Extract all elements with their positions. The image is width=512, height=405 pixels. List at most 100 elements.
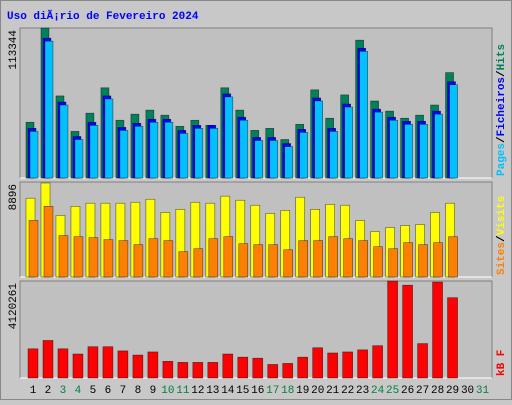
x-tick-label: 1 — [30, 385, 37, 397]
bar — [29, 131, 39, 179]
y-tick-label: 113344 — [8, 30, 20, 70]
x-tick-label: 9 — [150, 385, 157, 397]
bar — [192, 362, 204, 379]
bar — [417, 343, 428, 379]
bar — [89, 125, 99, 179]
bar — [119, 130, 129, 179]
chart-title: Uso diÃ¡rio de Fevereiro 2024 — [7, 9, 199, 23]
bar — [74, 139, 84, 179]
y-tick-label: 8896 — [8, 184, 20, 210]
bar — [163, 240, 174, 278]
x-tick-label: 24 — [371, 385, 385, 397]
bar — [299, 132, 309, 179]
x-tick-label: 20 — [311, 385, 324, 397]
bar — [282, 363, 294, 379]
bar — [43, 206, 54, 278]
bar — [237, 356, 249, 379]
bar — [387, 280, 398, 379]
x-tick-label: 14 — [221, 385, 235, 397]
bar — [254, 140, 264, 179]
bar — [27, 348, 39, 379]
bar — [433, 242, 443, 278]
bar — [118, 240, 129, 278]
bar — [42, 340, 54, 379]
bar — [297, 356, 309, 379]
x-tick-label: 6 — [105, 385, 112, 397]
bar — [117, 350, 129, 379]
bar — [148, 238, 159, 278]
bar — [402, 284, 413, 379]
bar — [388, 248, 398, 278]
bar — [58, 235, 69, 278]
bar — [404, 123, 413, 179]
legend-entry: Pages — [496, 143, 508, 176]
bar — [328, 236, 338, 278]
bar — [267, 364, 279, 379]
bar — [298, 240, 309, 278]
x-tick-label: 12 — [191, 385, 204, 397]
bar — [419, 123, 428, 179]
bar — [134, 126, 144, 179]
bar — [149, 121, 159, 179]
x-tick-label: 18 — [281, 385, 294, 397]
legend-entry: kB F — [496, 350, 508, 376]
legend: kB F — [496, 350, 508, 376]
bar — [253, 244, 264, 278]
legend-entry: Hits — [496, 44, 508, 70]
bar — [313, 240, 323, 278]
bar — [252, 357, 264, 379]
bar — [239, 119, 249, 179]
legend-separator: / — [496, 70, 508, 77]
bar — [104, 98, 114, 179]
x-tick-label: 23 — [356, 385, 369, 397]
bar — [359, 51, 368, 179]
bar — [389, 119, 398, 179]
x-tick-label: 28 — [431, 385, 444, 397]
bar — [103, 239, 114, 278]
bar — [72, 353, 84, 379]
x-tick-label: 27 — [416, 385, 429, 397]
legend-entry: Visits — [496, 196, 508, 236]
bar — [358, 240, 368, 278]
bar — [357, 349, 368, 379]
bar — [222, 353, 234, 379]
bar — [179, 133, 189, 179]
x-tick-label: 19 — [296, 385, 309, 397]
bar — [207, 362, 219, 379]
bar — [177, 362, 189, 379]
bar — [314, 100, 323, 179]
bar — [209, 128, 219, 179]
bar — [434, 113, 443, 179]
bar — [132, 354, 144, 379]
bar — [327, 352, 338, 379]
bar — [224, 96, 234, 179]
legend: Pages/Ficheiros/Hits — [496, 44, 508, 176]
legend: Sites/Visits — [496, 196, 508, 275]
x-tick-label: 22 — [341, 385, 354, 397]
x-tick-label: 25 — [386, 385, 399, 397]
bar — [102, 346, 114, 379]
bar — [447, 297, 458, 379]
bar — [268, 244, 279, 278]
bar — [449, 84, 458, 179]
bar — [448, 236, 458, 278]
x-tick-label: 8 — [135, 385, 142, 397]
bar — [164, 121, 174, 179]
bar — [133, 244, 144, 278]
legend-separator: / — [496, 136, 508, 143]
bar — [88, 237, 99, 278]
bar — [73, 236, 84, 278]
bar — [372, 345, 383, 379]
legend-entry: Ficheiros — [496, 77, 508, 136]
x-tick-label: 7 — [120, 385, 127, 397]
x-tick-label: 17 — [266, 385, 279, 397]
bar — [59, 104, 69, 179]
x-tick-label: 5 — [90, 385, 97, 397]
x-tick-label: 2 — [45, 385, 52, 397]
bar — [238, 243, 249, 278]
y-tick-label: 4120261 — [8, 283, 20, 330]
bar — [44, 40, 54, 179]
x-tick-label: 30 — [461, 385, 474, 397]
bar — [162, 361, 174, 379]
